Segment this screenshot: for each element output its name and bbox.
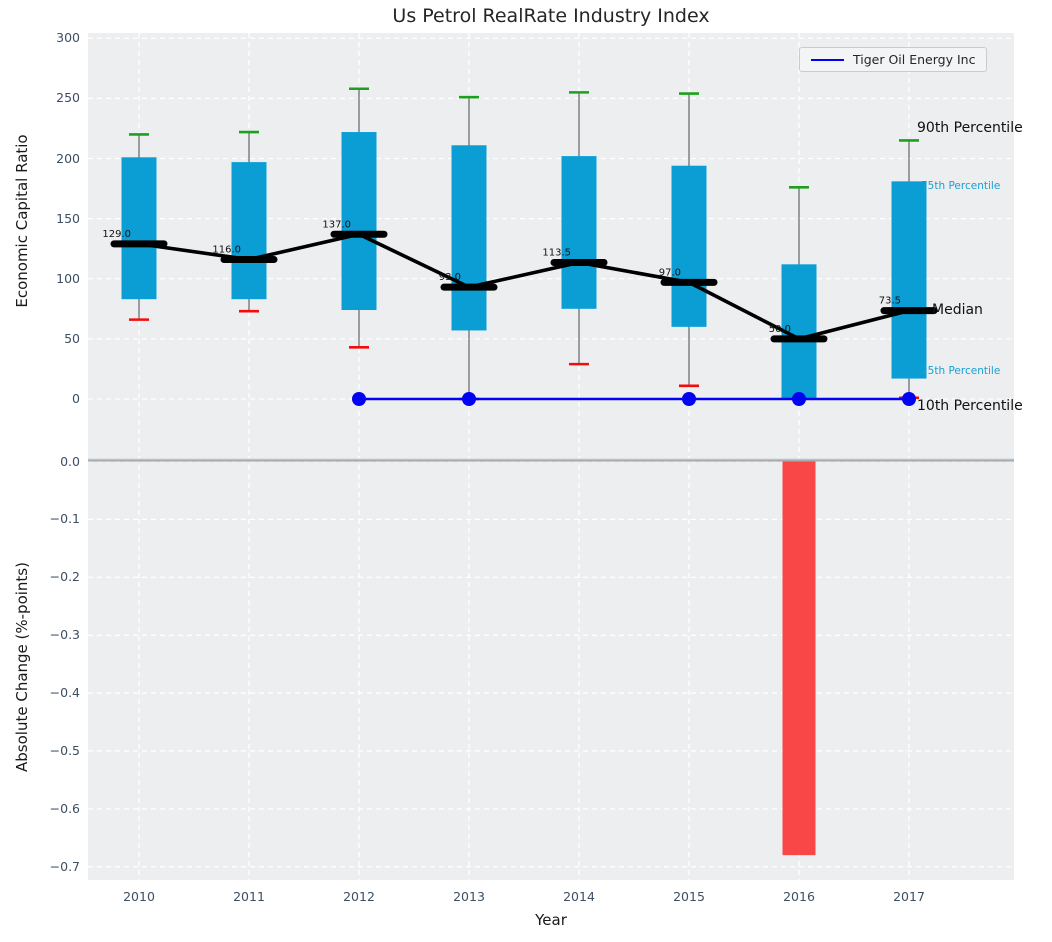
- xtick-2011: 2011: [233, 889, 265, 904]
- iqr-box-2012: [341, 132, 377, 311]
- annotation-median: Median: [932, 302, 983, 318]
- iqr-box-2015: [671, 165, 707, 327]
- bottom-y-axis-label: Absolute Change (%-points): [13, 562, 31, 772]
- xtick-2013: 2013: [453, 889, 485, 904]
- xtick-2012: 2012: [343, 889, 375, 904]
- median-trend-line: [138, 232, 910, 341]
- median-label-2014: 113.5: [542, 248, 571, 259]
- iqr-box-2017: [891, 181, 927, 379]
- median-label-2017: 73.5: [879, 296, 901, 307]
- tiger-dot-2017: [902, 392, 916, 406]
- tiger-dot-2012: [352, 392, 366, 406]
- xtick-2015: 2015: [673, 889, 705, 904]
- ytick-bottom-−0.2: −0.2: [49, 569, 80, 585]
- annotation-90th-percentile: 90th Percentile: [917, 120, 1023, 136]
- median-label-2013: 93.0: [439, 272, 461, 283]
- ytick-top-100: 100: [56, 270, 80, 286]
- iqr-box-2014: [561, 156, 597, 309]
- xtick-2016: 2016: [783, 889, 815, 904]
- x-axis-label: Year: [535, 911, 567, 929]
- chart-title: Us Petrol RealRate Industry Index: [392, 5, 710, 27]
- median-label-2015: 97.0: [659, 267, 681, 278]
- ytick-top-200: 200: [56, 150, 80, 166]
- change-bar-2016: [782, 461, 816, 856]
- legend-line-sample: [811, 58, 844, 61]
- ytick-bottom-−0.6: −0.6: [49, 800, 80, 816]
- ytick-bottom-−0.5: −0.5: [49, 742, 80, 758]
- xtick-2017: 2017: [893, 889, 925, 904]
- ytick-top-150: 150: [56, 210, 80, 226]
- chart-canvas: 129.0 116.0 137.0 93.0 113.5 97.0 50.0 73.5: [88, 33, 1014, 880]
- tiger-dot-2013: [462, 392, 476, 406]
- tiger-dot-2015: [682, 392, 696, 406]
- legend: Tiger Oil Energy Inc: [799, 47, 988, 72]
- tiger-dot-2016: [792, 392, 806, 406]
- iqr-box-2010: [121, 157, 157, 300]
- median-label-2012: 137.0: [322, 219, 351, 230]
- xtick-2010: 2010: [123, 889, 155, 904]
- ytick-bottom-−0.4: −0.4: [49, 685, 80, 701]
- iqr-box-2013: [451, 145, 487, 331]
- ytick-top-300: 300: [56, 30, 80, 46]
- ytick-top-0: 0: [72, 391, 80, 406]
- xtick-2014: 2014: [563, 889, 595, 904]
- ytick-bottom-0.0: 0.0: [60, 453, 80, 469]
- annotation-75th-percentile: 75th Percentile: [921, 180, 1001, 192]
- legend-label: Tiger Oil Energy Inc: [853, 52, 976, 67]
- ytick-bottom-−0.1: −0.1: [49, 511, 80, 527]
- ytick-bottom-−0.3: −0.3: [49, 627, 80, 643]
- ytick-top-50: 50: [64, 330, 80, 346]
- ytick-bottom-−0.7: −0.7: [49, 858, 80, 874]
- annotation-10th-percentile: 10th Percentile: [917, 398, 1023, 414]
- median-label-2010: 129.0: [102, 229, 131, 240]
- iqr-box-2011: [231, 162, 267, 300]
- annotation-25th-percentile: 25th Percentile: [921, 365, 1001, 377]
- median-label-2016: 50.0: [769, 324, 791, 335]
- median-label-2011: 116.0: [212, 245, 241, 256]
- ytick-top-250: 250: [56, 90, 80, 106]
